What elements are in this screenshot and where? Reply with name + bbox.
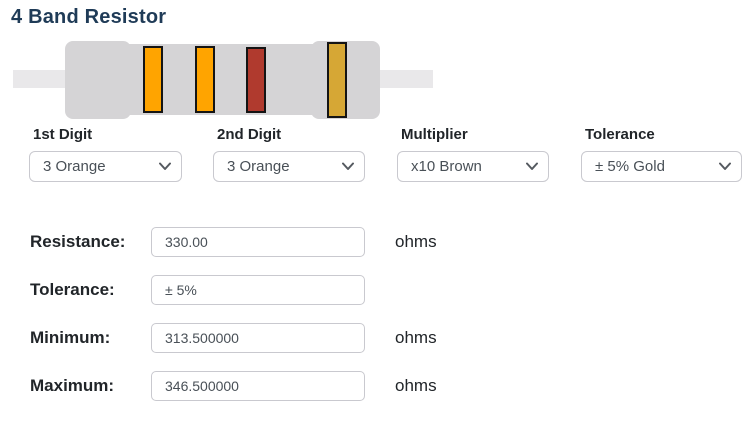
resistor-band-tolerance bbox=[327, 42, 347, 118]
maximum-row: Maximum: ohms bbox=[0, 371, 744, 401]
first-digit-select[interactable]: 3 Orange bbox=[29, 151, 182, 182]
minimum-unit: ohms bbox=[395, 328, 437, 347]
minimum-input[interactable] bbox=[151, 323, 365, 353]
resistor-band-1st-digit bbox=[143, 46, 163, 113]
maximum-unit: ohms bbox=[395, 376, 437, 395]
resistance-input[interactable] bbox=[151, 227, 365, 257]
second-digit-label: 2nd Digit bbox=[217, 126, 282, 143]
tolerance-input[interactable] bbox=[151, 275, 365, 305]
maximum-label: Maximum: bbox=[30, 376, 115, 395]
resistance-row: Resistance: ohms bbox=[0, 227, 744, 257]
resistance-label: Resistance: bbox=[30, 232, 126, 251]
maximum-input[interactable] bbox=[151, 371, 365, 401]
resistance-unit: ohms bbox=[395, 232, 437, 251]
resistor-band-multiplier bbox=[246, 47, 266, 113]
second-digit-group: 2nd Digit 3 Orange bbox=[213, 126, 365, 182]
resistor-left-cap bbox=[65, 41, 131, 119]
multiplier-select[interactable]: x10 Brown bbox=[397, 151, 549, 182]
resistor-graphic bbox=[13, 40, 433, 120]
second-digit-select[interactable]: 3 Orange bbox=[213, 151, 365, 182]
page-title: 4 Band Resistor bbox=[11, 6, 167, 28]
resistor-band-2nd-digit bbox=[195, 46, 215, 113]
multiplier-group: Multiplier x10 Brown bbox=[397, 126, 549, 182]
tolerance-label: Tolerance bbox=[585, 126, 655, 143]
tolerance-group: Tolerance ± 5% Gold bbox=[581, 126, 742, 182]
minimum-row: Minimum: ohms bbox=[0, 323, 744, 353]
tolerance-row: Tolerance: bbox=[0, 275, 744, 305]
tolerance-result-label: Tolerance: bbox=[30, 280, 115, 299]
minimum-label: Minimum: bbox=[30, 328, 111, 347]
multiplier-label: Multiplier bbox=[401, 126, 468, 143]
tolerance-select[interactable]: ± 5% Gold bbox=[581, 151, 742, 182]
first-digit-group: 1st Digit 3 Orange bbox=[29, 126, 182, 182]
first-digit-label: 1st Digit bbox=[33, 126, 93, 143]
